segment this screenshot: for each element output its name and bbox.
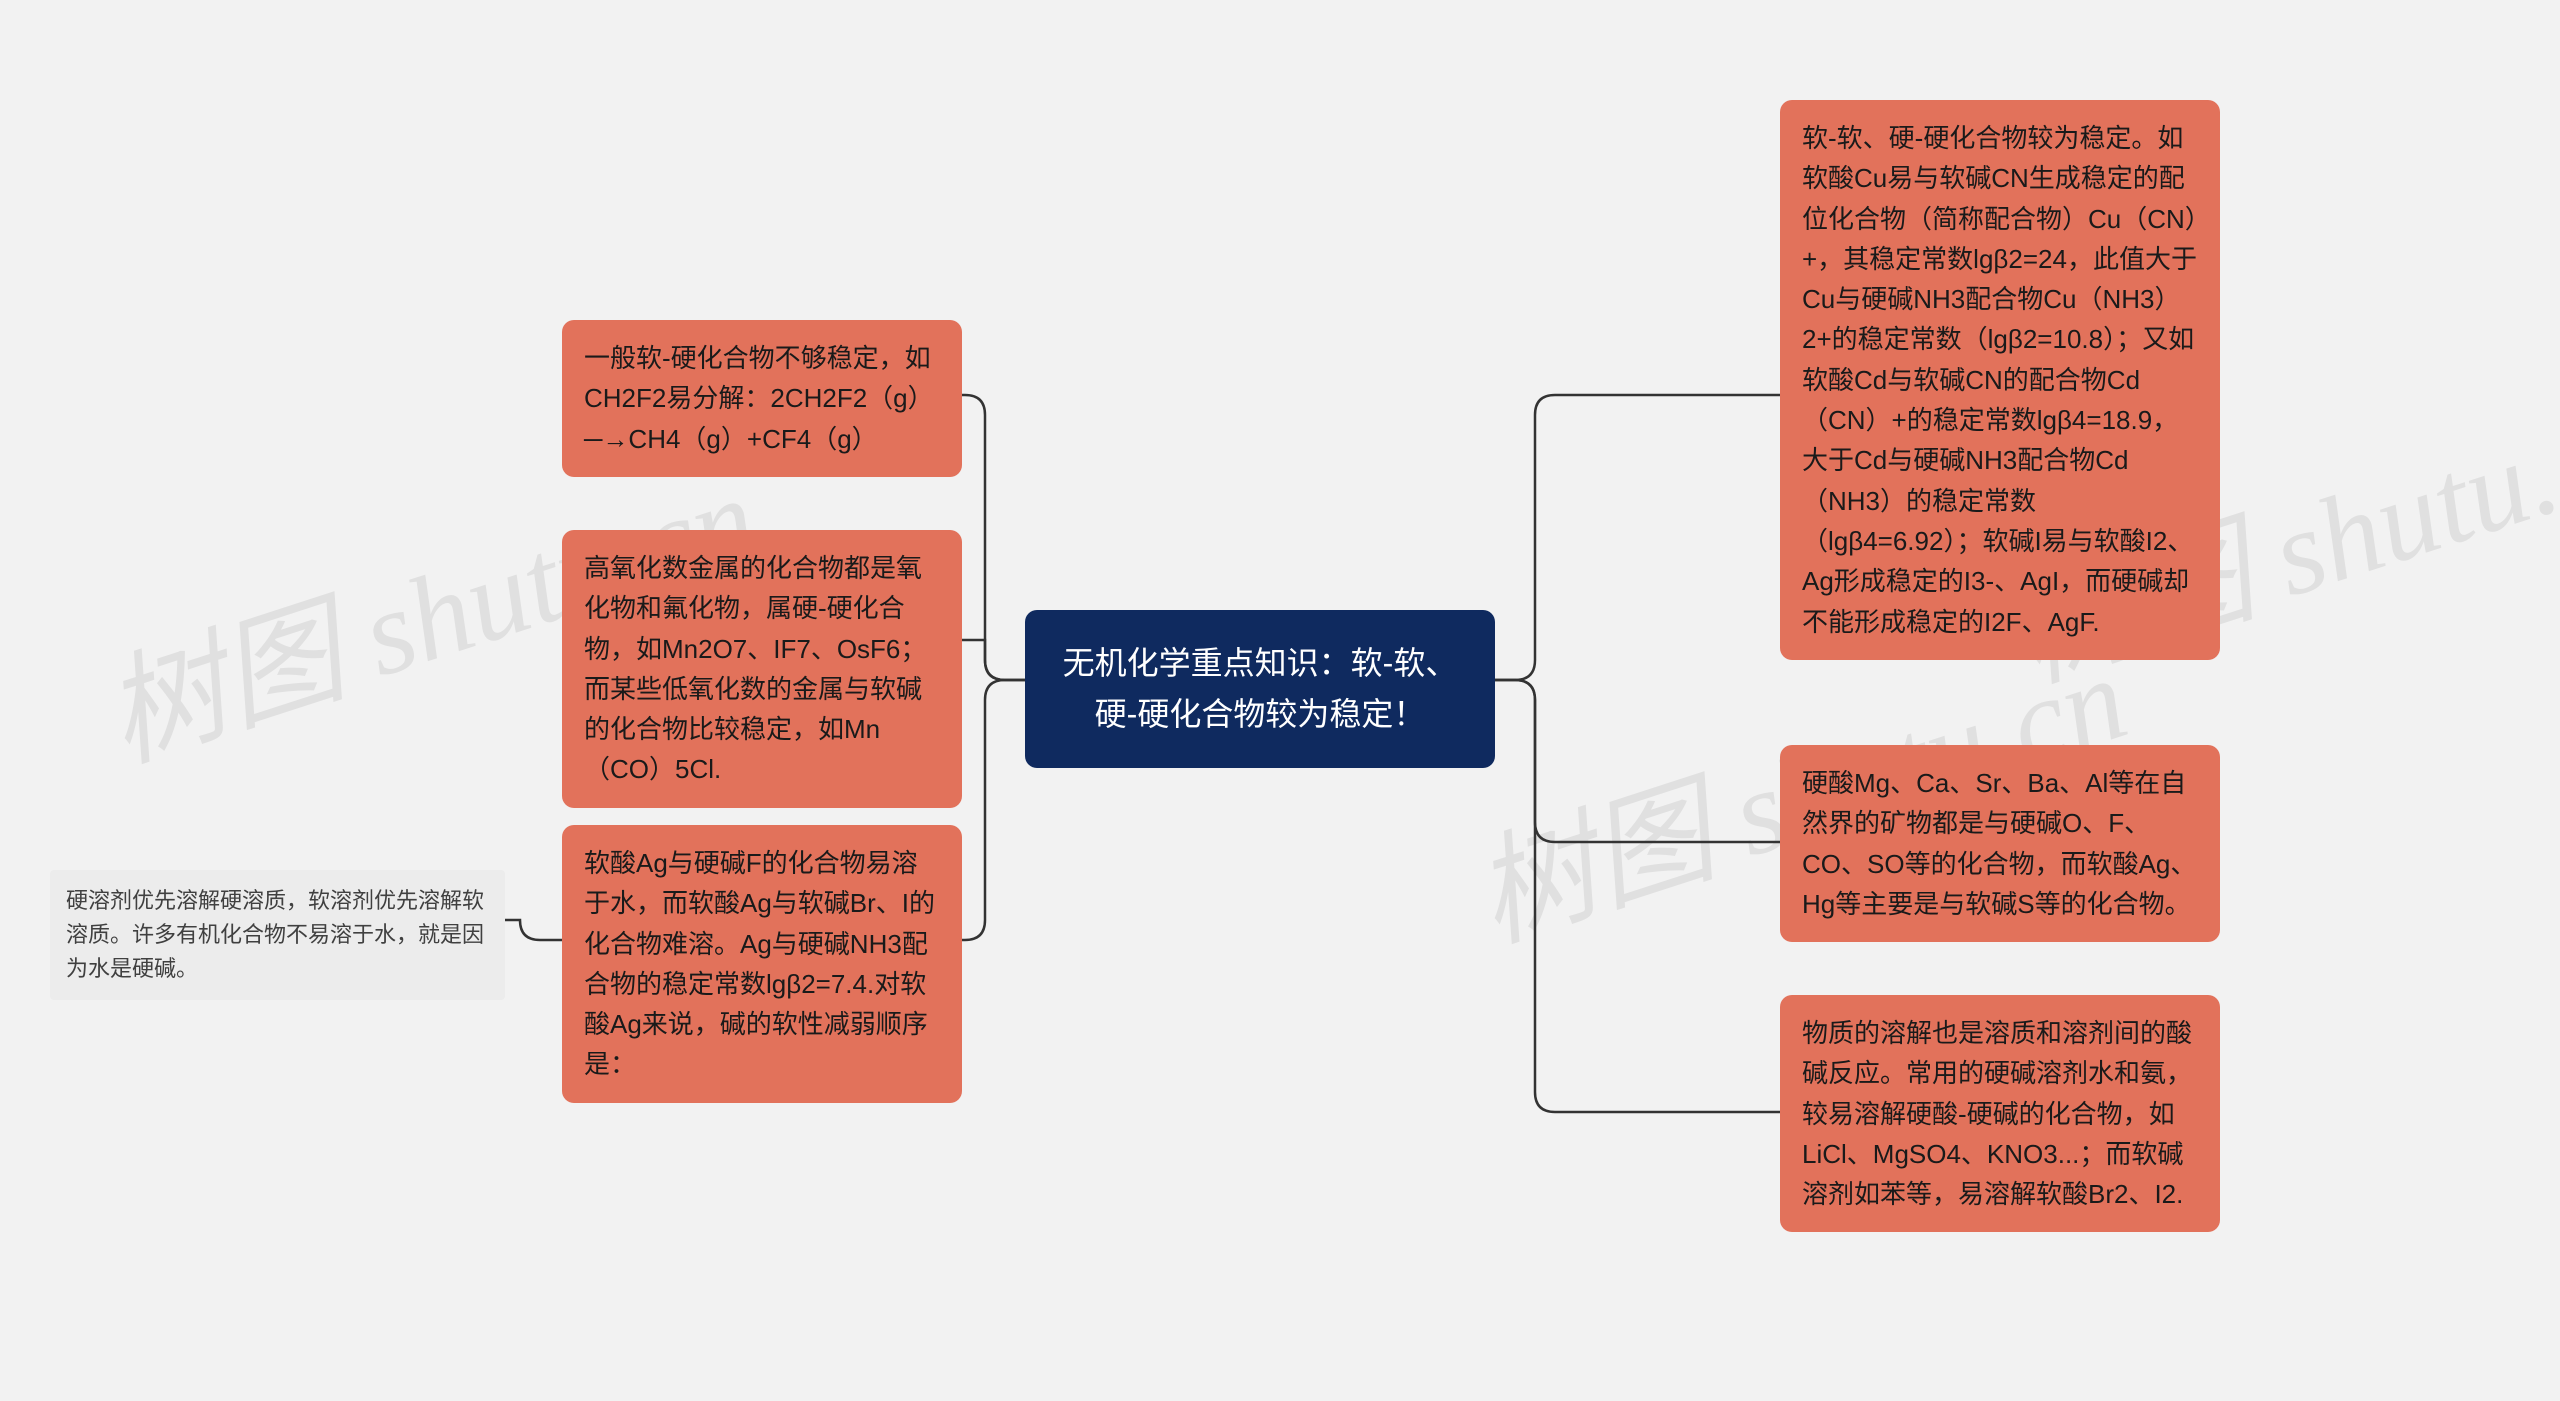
connector	[962, 680, 1025, 940]
connector	[1495, 395, 1780, 680]
node-text: 硬溶剂优先溶解硬溶质，软溶剂优先溶解软溶质。许多有机化合物不易溶于水，就是因为水…	[66, 888, 484, 981]
connector	[1495, 680, 1780, 842]
right-node-2[interactable]: 硬酸Mg、Ca、Sr、Ba、Al等在自然界的矿物都是与硬碱O、F、CO、SO等的…	[1780, 745, 2220, 942]
center-node-text: 无机化学重点知识：软-软、硬-硬化合物较为稳定！	[1063, 645, 1458, 732]
left-node-3-child[interactable]: 硬溶剂优先溶解硬溶质，软溶剂优先溶解软溶质。许多有机化合物不易溶于水，就是因为水…	[50, 870, 505, 1000]
right-node-3[interactable]: 物质的溶解也是溶质和溶剂间的酸碱反应。常用的硬碱溶剂水和氨，较易溶解硬酸-硬碱的…	[1780, 995, 2220, 1232]
left-node-2[interactable]: 高氧化数金属的化合物都是氧化物和氟化物，属硬-硬化合物，如Mn2O7、IF7、O…	[562, 530, 962, 808]
node-text: 一般软-硬化合物不够稳定，如CH2F2易分解：2CH2F2（g）─→CH4（g）…	[584, 343, 934, 454]
node-text: 物质的溶解也是溶质和溶剂间的酸碱反应。常用的硬碱溶剂水和氨，较易溶解硬酸-硬碱的…	[1802, 1018, 2192, 1209]
connector	[1495, 680, 1780, 1112]
connector	[505, 920, 562, 940]
center-node[interactable]: 无机化学重点知识：软-软、硬-硬化合物较为稳定！	[1025, 610, 1495, 768]
left-node-1[interactable]: 一般软-硬化合物不够稳定，如CH2F2易分解：2CH2F2（g）─→CH4（g）…	[562, 320, 962, 477]
node-text: 软酸Ag与硬碱F的化合物易溶于水，而软酸Ag与软碱Br、I的化合物难溶。Ag与硬…	[584, 848, 935, 1079]
left-node-3[interactable]: 软酸Ag与硬碱F的化合物易溶于水，而软酸Ag与软碱Br、I的化合物难溶。Ag与硬…	[562, 825, 962, 1103]
right-node-1[interactable]: 软-软、硬-硬化合物较为稳定。如软酸Cu易与软碱CN生成稳定的配位化合物（简称配…	[1780, 100, 2220, 660]
connector	[962, 640, 1025, 680]
node-text: 软-软、硬-硬化合物较为稳定。如软酸Cu易与软碱CN生成稳定的配位化合物（简称配…	[1802, 123, 2198, 637]
watermark: .cn	[1135, 1374, 1284, 1401]
connector	[962, 395, 1025, 680]
node-text: 硬酸Mg、Ca、Sr、Ba、Al等在自然界的矿物都是与硬碱O、F、CO、SO等的…	[1802, 768, 2196, 919]
node-text: 高氧化数金属的化合物都是氧化物和氟化物，属硬-硬化合物，如Mn2O7、IF7、O…	[584, 553, 926, 784]
